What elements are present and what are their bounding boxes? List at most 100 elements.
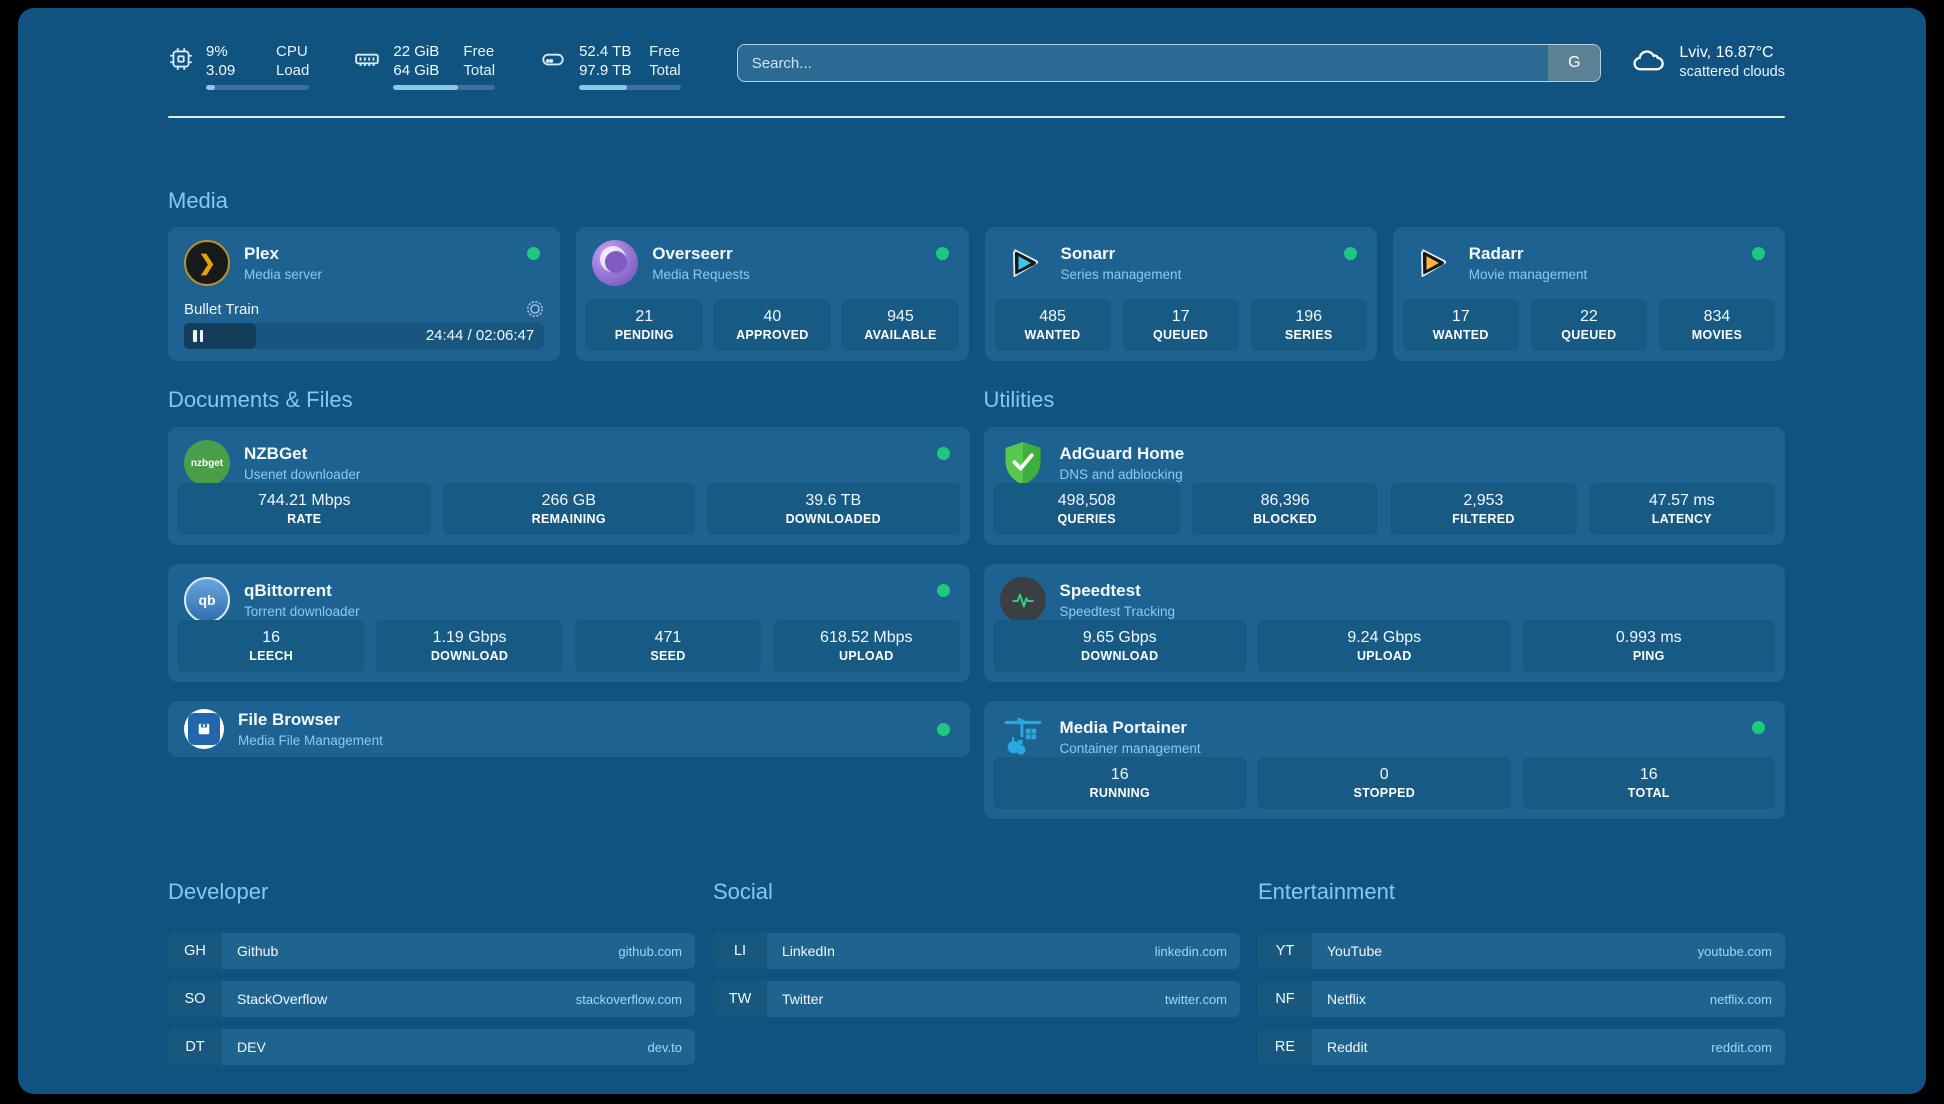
bookmark-url: netflix.com <box>1709 991 1772 1007</box>
cpu-usage-bar <box>206 85 310 90</box>
bookmark-abbr: DT <box>168 1029 222 1065</box>
service-name: AdGuard Home <box>1059 444 1185 463</box>
disk-total-label: Total <box>649 62 681 79</box>
section-title-social: Social <box>713 879 773 904</box>
service-name: Sonarr <box>1060 244 1116 263</box>
media-cards-row: ❯ Plex Media server Bullet Train 24:44 /… <box>168 227 1785 361</box>
stat-tile: 22 QUEUED <box>1530 299 1647 351</box>
service-desc: Speedtest Tracking <box>1059 604 1176 619</box>
stat-tile: 39.6 TB DOWNLOADED <box>707 483 960 535</box>
search-input[interactable] <box>736 44 1602 82</box>
bookmarks-developer: Developer GH Github github.com SO StackO… <box>168 879 695 1077</box>
service-card-radarr[interactable]: Radarr Movie management 17 WANTED 22 QUEUE… <box>1392 227 1785 361</box>
service-desc: Usenet downloader <box>244 467 361 482</box>
service-card-speedtest[interactable]: Speedtest Speedtest Tracking 9.65 Gbps DO… <box>983 564 1785 682</box>
bookmark-netflix[interactable]: NF Netflix netflix.com <box>1258 981 1785 1017</box>
cpu-usage-label: CPU <box>276 43 308 60</box>
topbar: 9% 3.09 CPU Load 22 GiB <box>168 42 1785 90</box>
service-name: Overseerr <box>652 244 733 263</box>
bookmark-abbr: TW <box>713 981 767 1017</box>
service-desc: Media File Management <box>238 733 383 748</box>
service-name: Plex <box>244 244 279 263</box>
stat-tile: 40 APPROVED <box>714 299 831 351</box>
status-dot <box>1343 247 1357 260</box>
service-name: NZBGet <box>244 444 308 463</box>
bookmark-url: dev.to <box>647 1039 682 1055</box>
bookmark-abbr: YT <box>1258 933 1312 969</box>
stat-tile: 21 PENDING <box>586 299 703 351</box>
bookmark-url: stackoverflow.com <box>575 991 682 1007</box>
pause-icon[interactable] <box>193 330 203 342</box>
section-title-documents: Documents & Files <box>168 387 353 412</box>
qbittorrent-icon: qb <box>184 577 230 623</box>
bookmark-abbr: GH <box>168 933 222 969</box>
bookmark-stackoverflow[interactable]: SO StackOverflow stackoverflow.com <box>168 981 695 1017</box>
bookmark-name: StackOverflow <box>237 991 328 1007</box>
memory-free-label: Free <box>463 43 495 60</box>
service-card-portainer[interactable]: Media Portainer Container management 16 R… <box>983 701 1785 819</box>
status-dot <box>935 247 949 260</box>
weather-widget: Lviv, 16.87°C scattered clouds <box>1629 42 1785 82</box>
stat-tile: 485 WANTED <box>994 299 1111 351</box>
bookmark-twitter[interactable]: TW Twitter twitter.com <box>713 981 1240 1017</box>
sonarr-icon <box>1001 240 1047 286</box>
playback-time: 24:44 / 02:06:47 <box>425 327 535 344</box>
disk-icon <box>539 46 567 77</box>
memory-usage-bar <box>393 85 496 90</box>
stat-tile: 0 STOPPED <box>1258 757 1511 809</box>
disk-usage-bar <box>579 85 681 90</box>
stat-tile: 9.65 Gbps DOWNLOAD <box>993 620 1246 672</box>
stat-tile: 834 MOVIES <box>1658 299 1775 351</box>
service-card-plex[interactable]: ❯ Plex Media server Bullet Train 24:44 /… <box>168 227 561 361</box>
bookmark-dev[interactable]: DT DEV dev.to <box>168 1029 695 1065</box>
bookmark-name: LinkedIn <box>782 943 835 959</box>
bookmark-url: youtube.com <box>1697 943 1772 959</box>
bookmark-url: github.com <box>618 943 682 959</box>
stat-tile: 945 AVAILABLE <box>842 299 959 351</box>
documents-column: Documents & Files nzbget NZBGet Usenet d… <box>168 387 970 757</box>
filebrowser-icon <box>184 709 224 749</box>
service-card-qbittorrent[interactable]: qb qBittorrent Torrent downloader 16 LEEC… <box>168 564 970 682</box>
bookmark-reddit[interactable]: RE Reddit reddit.com <box>1258 1029 1785 1065</box>
bookmark-abbr: LI <box>713 933 767 969</box>
service-card-overseerr[interactable]: Overseerr Media Requests 21 PENDING 40 APP… <box>576 227 969 361</box>
stat-tile: 1.19 Gbps DOWNLOAD <box>376 620 563 672</box>
disk-free-label: Free <box>649 43 680 60</box>
stat-tile: 17 QUEUED <box>1122 299 1239 351</box>
status-dot <box>936 447 950 460</box>
service-desc: Series management <box>1060 267 1182 282</box>
bookmark-abbr: RE <box>1258 1029 1312 1065</box>
weather-condition: scattered clouds <box>1679 64 1785 80</box>
bookmark-linkedin[interactable]: LI LinkedIn linkedin.com <box>713 933 1240 969</box>
memory-icon <box>353 46 381 77</box>
stat-tile: 47.57 ms LATENCY <box>1588 483 1775 535</box>
memory-total-label: Total <box>463 62 496 79</box>
portainer-icon <box>1000 714 1046 760</box>
gear-icon[interactable] <box>526 300 544 318</box>
service-card-sonarr[interactable]: Sonarr Series management 485 WANTED 17 QUE… <box>984 227 1377 361</box>
bookmark-abbr: SO <box>168 981 222 1017</box>
bookmarks-social: Social LI LinkedIn linkedin.com TW Twitt… <box>713 879 1240 1077</box>
service-card-filebrowser[interactable]: File Browser Media File Management <box>168 701 970 757</box>
bookmarks-entertainment: Entertainment YT YouTube youtube.com NF … <box>1258 879 1785 1077</box>
search-provider-button[interactable]: G <box>1548 45 1601 81</box>
bookmark-youtube[interactable]: YT YouTube youtube.com <box>1258 933 1785 969</box>
section-title-developer: Developer <box>168 879 269 904</box>
stat-tile: 2,953 FILTERED <box>1390 483 1577 535</box>
bookmark-abbr: NF <box>1258 981 1312 1017</box>
disk-stat: 52.4 TB 97.9 TB Free Total <box>539 42 681 90</box>
stat-tile: 16 RUNNING <box>993 757 1246 809</box>
service-card-adguard[interactable]: AdGuard Home DNS and adblocking 498,508 Q… <box>983 427 1785 545</box>
service-desc: Torrent downloader <box>244 604 360 619</box>
stat-tile: 618.52 Mbps UPLOAD <box>773 620 960 672</box>
stat-tile: 196 SERIES <box>1250 299 1367 351</box>
service-name: qBittorrent <box>244 581 332 600</box>
status-dot <box>936 584 950 597</box>
playback-progress-bar[interactable]: 24:44 / 02:06:47 <box>184 323 545 349</box>
bookmark-github[interactable]: GH Github github.com <box>168 933 695 969</box>
stat-tile: 16 LEECH <box>178 620 365 672</box>
weather-location: Lviv, 16.87°C <box>1679 44 1774 61</box>
service-desc: Media server <box>244 267 323 282</box>
service-card-nzbget[interactable]: nzbget NZBGet Usenet downloader 744.21 M… <box>168 427 970 545</box>
cpu-load-label: Load <box>276 62 310 79</box>
